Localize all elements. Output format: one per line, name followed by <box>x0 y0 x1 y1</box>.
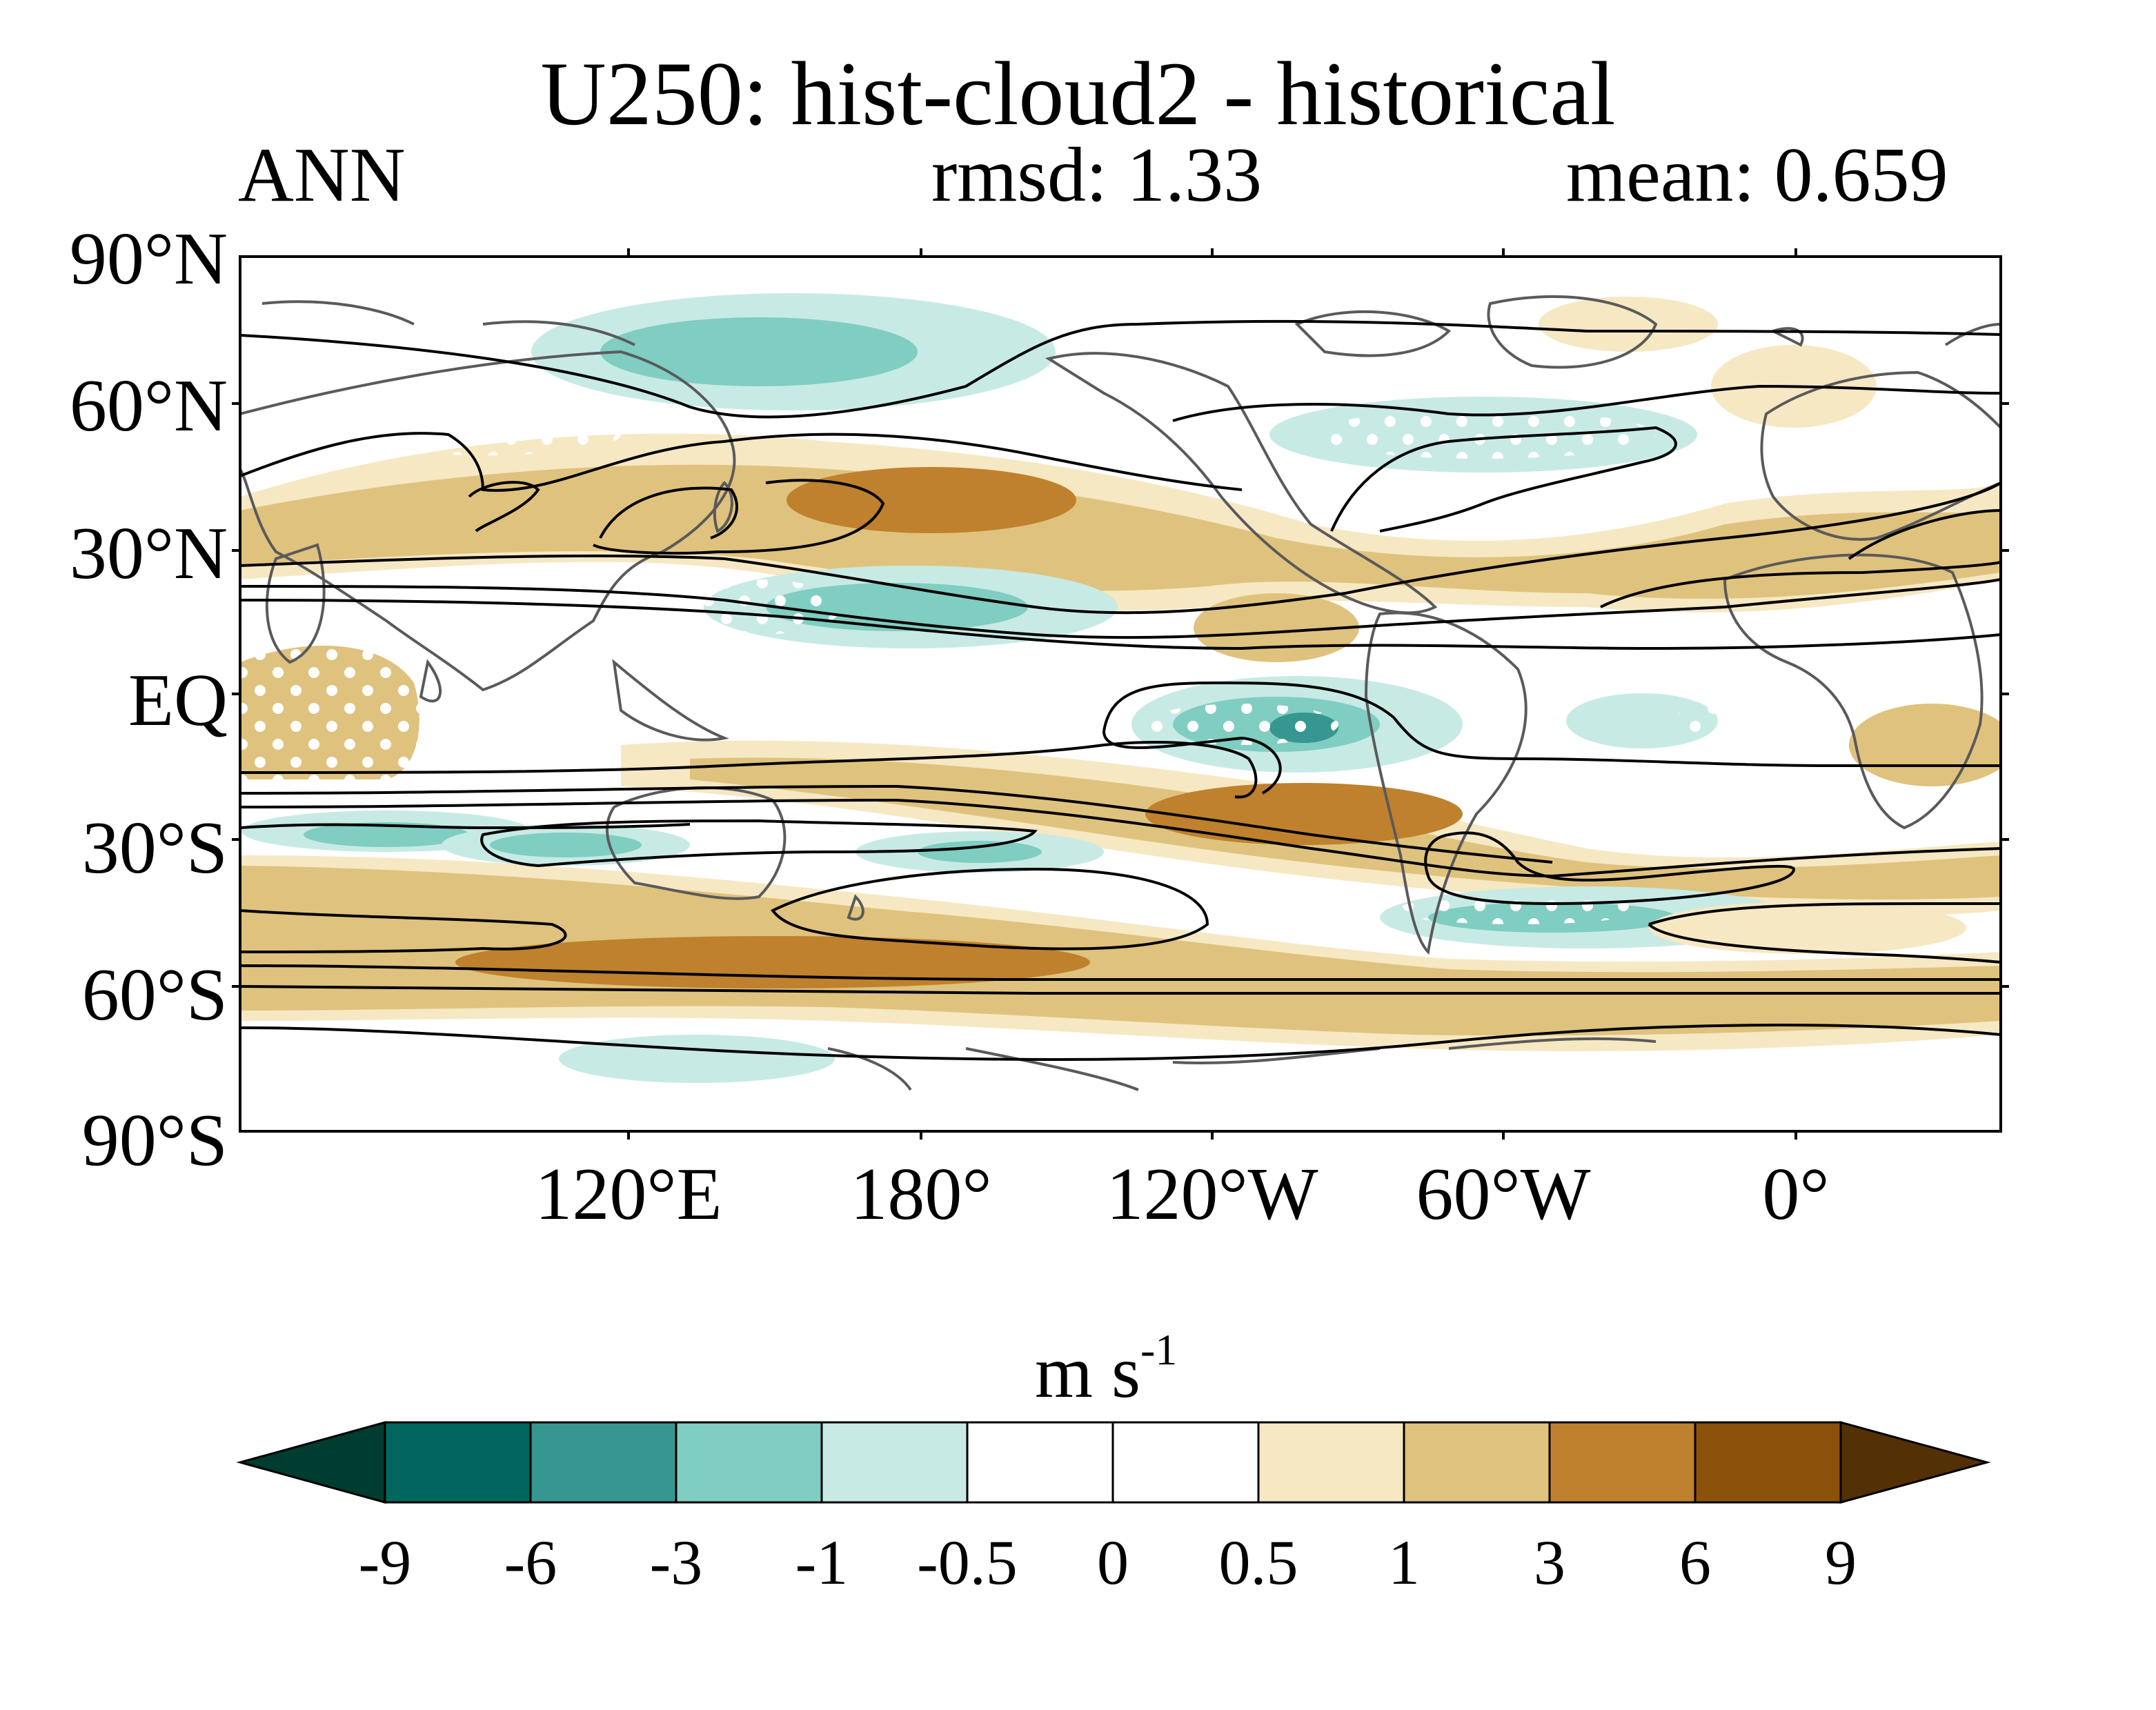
colorbar <box>236 1421 1991 1504</box>
colorbar-bin-9 <box>1548 1421 1697 1504</box>
shade-30s-neg-a-inner <box>304 822 469 847</box>
colorbar-bin-6 <box>1111 1421 1260 1504</box>
colorbar-tick-label: -9 <box>358 1527 412 1598</box>
lon-label-60w: 60°W <box>1416 1153 1591 1235</box>
plot-title: U250: hist-cloud2 - historical <box>540 43 1616 144</box>
lat-label-30n: 30°N <box>69 513 228 595</box>
colorbar-tick-label: -3 <box>649 1527 703 1598</box>
lon-label-180: 180° <box>850 1153 992 1235</box>
colorbar-tick-label: -6 <box>504 1527 557 1598</box>
shade-africa-pos <box>1849 704 2001 786</box>
axis-ticks <box>232 248 2009 1140</box>
shade-arctic-pos <box>1539 297 1718 352</box>
colorbar-bin-7 <box>1257 1421 1405 1504</box>
shade-sh-mid-max <box>455 936 1090 988</box>
lat-label-90s: 90°S <box>81 1100 228 1182</box>
shade-atl-neg <box>1566 693 1718 748</box>
significance-stippling <box>240 410 1780 924</box>
colorbar-tick-label: 0 <box>1097 1527 1129 1598</box>
anomaly-shading <box>240 293 2001 1083</box>
shade-30s-neg-c-inner <box>918 841 1042 863</box>
shade-sh-sub-max <box>1145 783 1463 845</box>
coastlines <box>240 295 2001 1091</box>
colorbar-bin-8 <box>1403 1421 1551 1504</box>
shade-nh-jet-max <box>787 467 1076 533</box>
lon-label-120e: 120°E <box>535 1153 722 1235</box>
lat-label-90n: 90°N <box>69 218 228 300</box>
colorbar-tick-label: 0.5 <box>1218 1527 1298 1598</box>
colorbar-extend-high <box>1839 1421 1991 1504</box>
lon-label-0: 0° <box>1762 1153 1830 1235</box>
colorbar-bin-4 <box>820 1421 969 1504</box>
lon-label-120w: 120°W <box>1106 1153 1318 1235</box>
colorbar-extend-low <box>236 1421 386 1504</box>
map-panel <box>232 248 2009 1140</box>
shade-s-atl-pos <box>1649 902 1966 954</box>
colorbar-bin-10 <box>1694 1421 1842 1504</box>
shade-antarctic-neg <box>559 1035 835 1083</box>
colorbar-bin-1 <box>384 1421 532 1504</box>
colorbar-tick-label: 3 <box>1534 1527 1565 1598</box>
season-label: ANN <box>238 132 406 218</box>
colorbar-tick-label: -1 <box>795 1527 849 1598</box>
colorbar-tick-label: 6 <box>1679 1527 1711 1598</box>
lat-label-60n: 60°N <box>69 365 228 447</box>
colorbar-tick-label: 1 <box>1388 1527 1420 1598</box>
colorbar-bin-5 <box>966 1421 1114 1504</box>
colorbar-tick-label: 9 <box>1825 1527 1857 1598</box>
shade-npac-neg-inner <box>600 317 918 386</box>
lat-label-30s: 30°S <box>81 807 228 889</box>
colorbar-bin-2 <box>529 1421 678 1504</box>
lat-label-eq: EQ <box>128 659 228 742</box>
climatology-contours <box>240 319 2001 1061</box>
rmsd-label: rmsd: 1.33 <box>931 132 1263 218</box>
mean-label: mean: 0.659 <box>1566 132 1948 218</box>
colorbar-tick-label: -0.5 <box>917 1527 1018 1598</box>
colorbar-bin-3 <box>675 1421 823 1504</box>
colorbar-units: m s-1 <box>1035 1325 1178 1413</box>
shade-30s-neg-b-inner <box>490 833 642 857</box>
shade-nh-inner <box>240 464 2001 599</box>
lat-label-60s: 60°S <box>81 954 228 1036</box>
